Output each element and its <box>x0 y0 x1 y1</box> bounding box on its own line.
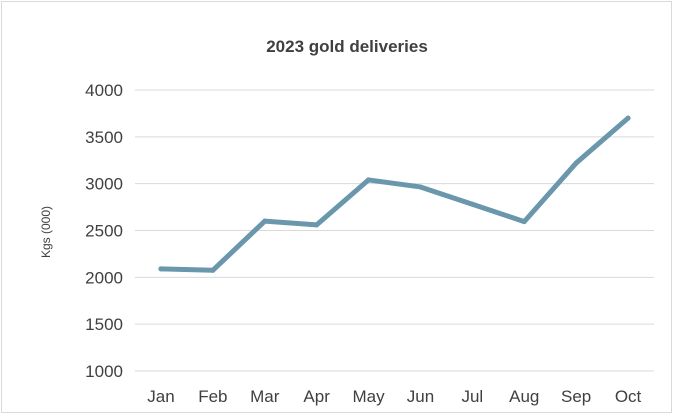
y-tick-label: 3000 <box>85 175 123 194</box>
chart-title: 2023 gold deliveries <box>266 37 428 56</box>
y-tick-label: 3500 <box>85 128 123 147</box>
x-tick-label: Feb <box>198 387 227 406</box>
x-tick-label: May <box>352 387 385 406</box>
y-axis-label: Kgs (000) <box>39 206 53 258</box>
x-tick-label: Aug <box>509 387 539 406</box>
series-line <box>158 115 631 273</box>
data-point <box>210 267 216 273</box>
y-tick-label: 2500 <box>85 222 123 241</box>
x-tick-label: Oct <box>615 387 642 406</box>
y-tick-label: 2000 <box>85 268 123 287</box>
x-tick-label: Jun <box>407 387 434 406</box>
data-point <box>158 266 164 272</box>
data-points <box>158 115 631 273</box>
y-tick-label: 1000 <box>85 362 123 381</box>
data-point <box>573 160 579 166</box>
data-point <box>625 115 631 121</box>
y-tick-label: 4000 <box>85 81 123 100</box>
data-point <box>314 222 320 228</box>
data-point <box>366 177 372 183</box>
x-tick-label: Jan <box>147 387 174 406</box>
data-point <box>262 218 268 224</box>
data-point <box>469 201 475 207</box>
y-tick-label: 1500 <box>85 315 123 334</box>
data-point <box>521 219 527 225</box>
x-axis-ticks: Jan Feb Mar Apr May Jun Jul Aug Sep Oct <box>147 387 641 406</box>
x-tick-label: Apr <box>303 387 330 406</box>
gridlines <box>135 89 654 372</box>
x-tick-label: Sep <box>561 387 591 406</box>
data-point <box>417 184 423 190</box>
x-tick-label: Mar <box>250 387 280 406</box>
x-tick-label: Jul <box>461 387 483 406</box>
y-axis-ticks: 1000 1500 2000 2500 3000 3500 4000 <box>85 81 123 381</box>
